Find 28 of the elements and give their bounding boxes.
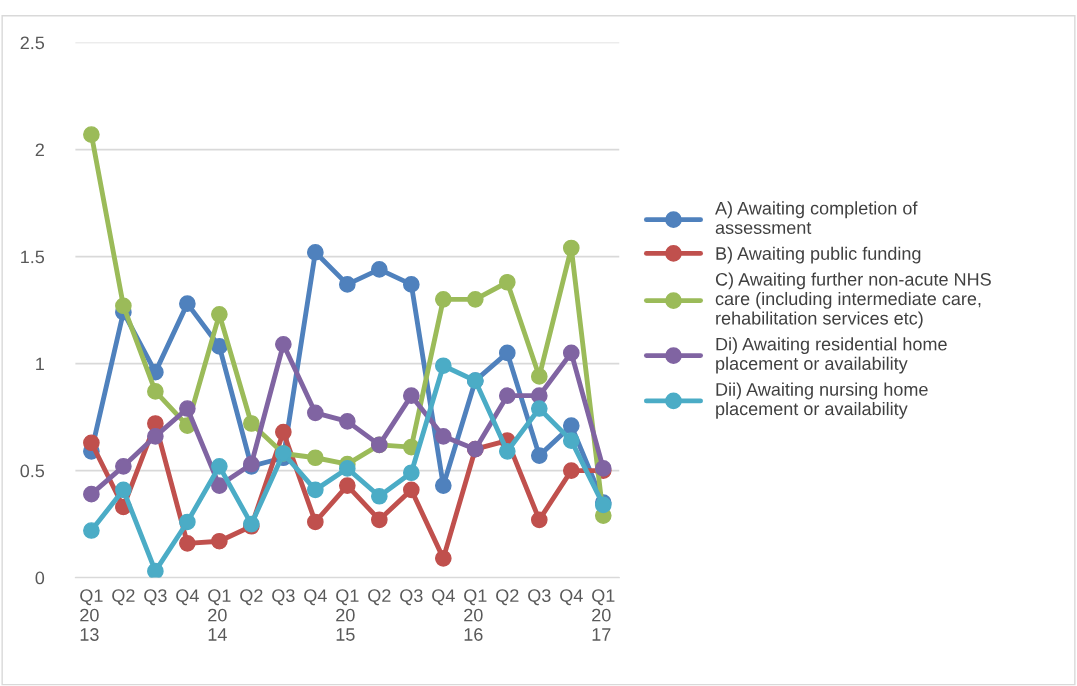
- y-tick-label: 0.5: [20, 464, 45, 478]
- x-tick-label: Q1 20 17: [592, 589, 615, 641]
- x-tick-label: Q4: [560, 589, 583, 606]
- legend-label: Di) Awaiting residential home placement or availability: [716, 337, 947, 374]
- x-tick-label: Q4: [432, 589, 455, 606]
- y-tick-label: 0: [35, 571, 45, 585]
- legend-label: C) Awaiting further non-acute NHS care (including intermediate care, rehabilitation services etc): [715, 272, 991, 329]
- y-tick-label: 1.5: [21, 250, 45, 264]
- x-tick-label: Q3: [272, 589, 295, 606]
- x-tick-label: Q4: [176, 589, 199, 606]
- x-tick-label: Q2: [240, 589, 263, 606]
- y-tick-label: 2.5: [20, 36, 45, 50]
- legend-label: A) Awaiting completion of assessment: [715, 201, 918, 235]
- x-tick-label: Q2: [368, 589, 391, 606]
- x-tick-label: Q1 20 13: [80, 589, 103, 641]
- legend-label: Dii) Awaiting nursing home placement or availability: [716, 382, 928, 419]
- x-tick-label: Q3: [528, 589, 551, 606]
- x-tick-label: Q1 20 15: [336, 589, 359, 641]
- y-tick-label: 1: [36, 357, 44, 371]
- x-tick-label: Q3: [144, 589, 167, 606]
- x-tick-label: Q1 20 14: [208, 589, 231, 641]
- x-tick-label: Q3: [400, 589, 423, 606]
- x-tick-label: Q4: [304, 589, 327, 606]
- x-tick-label: Q2: [496, 589, 519, 606]
- x-tick-label: Q2: [112, 589, 135, 606]
- legend-label: B) Awaiting public funding: [716, 246, 921, 264]
- y-tick-label: 2: [35, 143, 44, 157]
- x-tick-label: Q1 20 16: [464, 589, 487, 641]
